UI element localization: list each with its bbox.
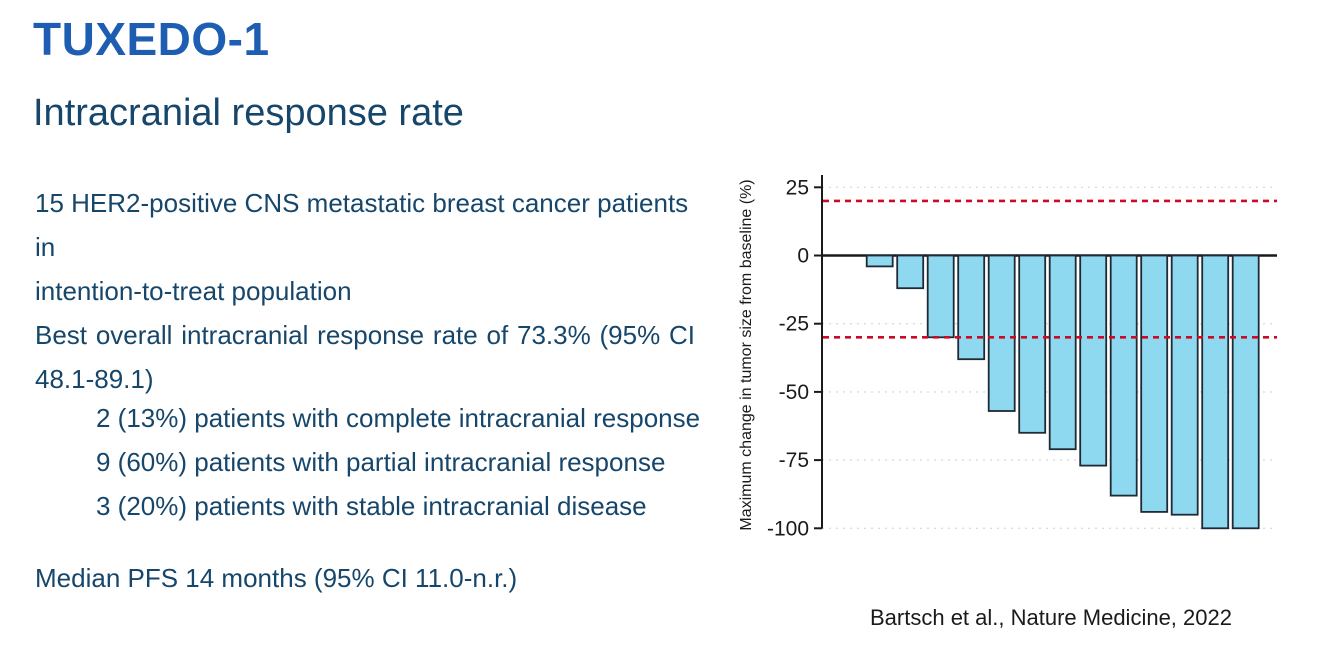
waterfall-bar: [926, 254, 955, 339]
waterfall-bar: [1048, 254, 1077, 451]
waterfall-bar: [987, 254, 1016, 412]
waterfall-bar: [1231, 254, 1260, 530]
median-pfs-text: Median PFS 14 months (95% CI 11.0-n.r.): [35, 563, 518, 593]
page-subtitle: Intracranial response rate: [33, 92, 464, 134]
y-tick-label: 25: [786, 176, 809, 199]
waterfall-chart-svg: 25 0 -25 -50 -75 -100 Maximum change in tumor …: [738, 175, 1277, 540]
waterfall-bar: [1140, 254, 1169, 513]
response-rate-paragraph: Best overall intracranial response rate …: [35, 313, 700, 401]
text-line: 15 HER2-positive CNS metastatic breast c…: [35, 188, 689, 262]
waterfall-bar: [1170, 254, 1199, 516]
y-tick-label: -25: [779, 313, 809, 336]
waterfall-bar: [896, 254, 925, 290]
text-line: Best overall intracranial response rate …: [35, 320, 695, 350]
text-line: 48.1-89.1): [35, 364, 154, 394]
population-paragraph: 15 HER2-positive CNS metastatic breast c…: [35, 181, 700, 313]
waterfall-bar: [865, 254, 894, 268]
waterfall-bar: [1079, 254, 1108, 467]
waterfall-bar: [1018, 254, 1047, 434]
y-tick-label: -75: [779, 449, 809, 472]
y-tick-label: 0: [797, 245, 809, 268]
text-line: 2 (13%) patients with complete intracran…: [96, 403, 701, 433]
y-tick-label: -100: [767, 517, 809, 540]
y-tick-label: -50: [779, 381, 809, 404]
page-title: TUXEDO-1: [33, 13, 270, 65]
waterfall-bar: [1109, 254, 1138, 497]
waterfall-bar: [1201, 254, 1230, 530]
citation-text: Bartsch et al., Nature Medicine, 2022: [870, 605, 1232, 630]
text-line: intention-to-treat population: [35, 276, 352, 306]
response-breakdown-list: 2 (13%) patients with complete intracran…: [96, 396, 716, 528]
text-line: 9 (60%) patients with partial intracrani…: [96, 447, 666, 477]
waterfall-chart: 25 0 -25 -50 -75 -100 Maximum change in tumor …: [735, 155, 1315, 555]
y-axis-label: Maximum change in tumor size from baseli…: [738, 179, 755, 530]
text-line: 3 (20%) patients with stable intracrania…: [96, 491, 647, 521]
waterfall-bar: [957, 254, 986, 361]
